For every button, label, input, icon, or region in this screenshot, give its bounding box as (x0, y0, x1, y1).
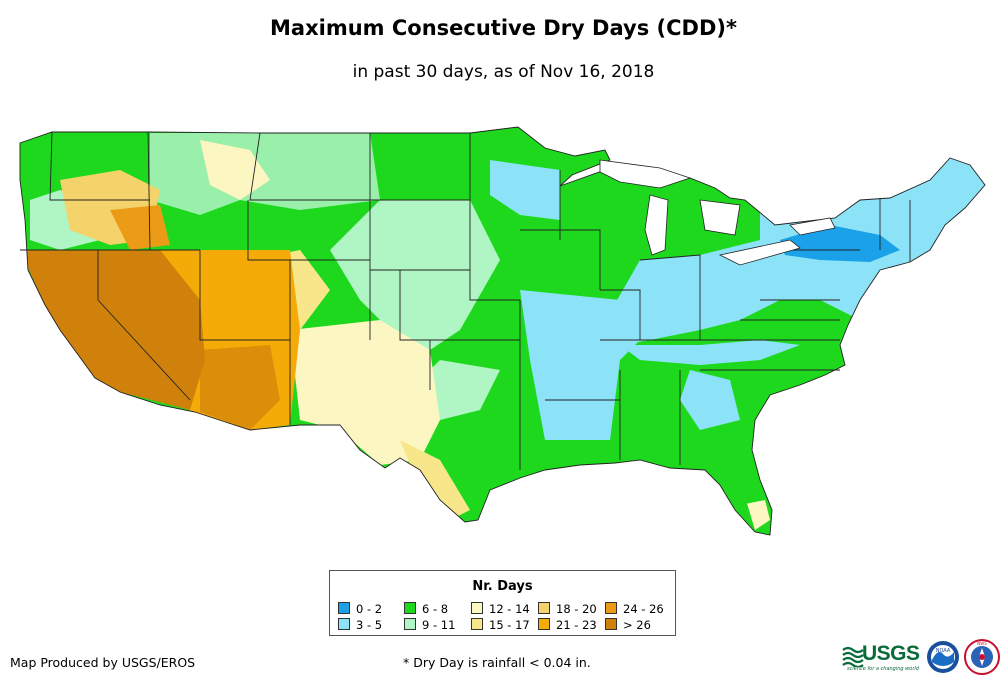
legend-item-15-17: 15 - 17 (471, 618, 530, 632)
usgs-tagline: science for a changing world (847, 666, 919, 672)
legend-swatch (471, 618, 483, 630)
nws-logo-icon: NWS (964, 639, 1000, 675)
legend-swatch (404, 602, 416, 614)
legend-item-9-11: 9 - 11 (404, 618, 455, 632)
legend: Nr. Days 0 - 2 3 - 5 6 - 8 9 - 11 12 - 1… (329, 570, 676, 636)
legend-item-12-14: 12 - 14 (471, 602, 530, 616)
usgs-logo: USGS (862, 642, 920, 665)
legend-swatch (404, 618, 416, 630)
legend-swatch (471, 602, 483, 614)
map-title: Maximum Consecutive Dry Days (CDD)* (270, 16, 737, 40)
legend-title: Nr. Days (472, 579, 533, 594)
noaa-logo-text: NOAA (936, 648, 951, 654)
legend-swatch (338, 602, 350, 614)
legend-swatch (605, 618, 617, 630)
legend-item-0-2: 0 - 2 (338, 602, 382, 616)
legend-item-24-26: 24 - 26 (605, 602, 664, 616)
noaa-logo-icon: NOAA (927, 641, 959, 673)
agency-logos: USGS science for a changing world NOAA N… (842, 638, 1007, 678)
legend-item-18-20: 18 - 20 (538, 602, 597, 616)
footnote-text: * Dry Day is rainfall < 0.04 in. (403, 655, 591, 670)
usgs-wave-icon (842, 646, 864, 667)
legend-item-gt-26: > 26 (605, 618, 651, 632)
legend-swatch (538, 618, 550, 630)
legend-item-21-23: 21 - 23 (538, 618, 597, 632)
nws-logo-text: NWS (977, 641, 987, 646)
map-subtitle: in past 30 days, as of Nov 16, 2018 (352, 62, 655, 82)
legend-item-6-8: 6 - 8 (404, 602, 448, 616)
legend-item-3-5: 3 - 5 (338, 618, 382, 632)
credit-text: Map Produced by USGS/EROS (10, 655, 196, 670)
legend-swatch (338, 618, 350, 630)
legend-swatch (538, 602, 550, 614)
legend-swatch (605, 602, 617, 614)
